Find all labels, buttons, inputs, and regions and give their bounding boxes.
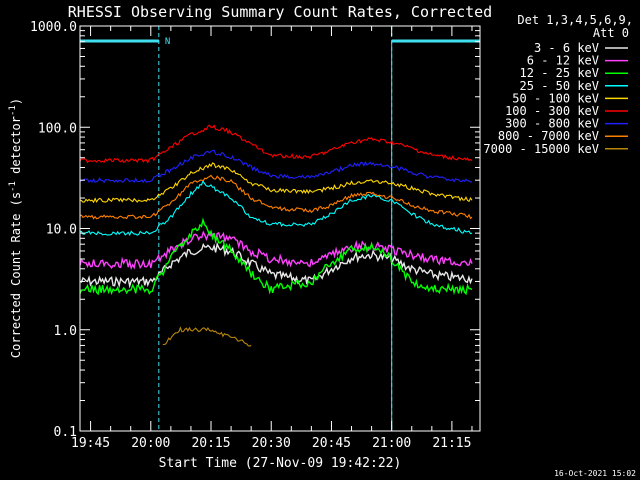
y-axis: 0.1 1.0 10.0 100.0 1000.0: [30, 20, 480, 440]
x-axis-label: Start Time (27-Nov-09 19:42:22): [159, 456, 402, 471]
legend-label: 12 - 25 keV: [520, 66, 599, 80]
legend-label: 300 - 800 keV: [505, 117, 599, 131]
y-axis-label-sup2: -1: [8, 105, 18, 116]
y-tick-label: 100.0: [38, 121, 77, 136]
series-line: [79, 230, 473, 270]
x-tick-label: 20:00: [131, 436, 170, 451]
series-layer: [79, 124, 473, 347]
legend-label: 3 - 6 keV: [534, 41, 599, 55]
x-tick-label: 20:45: [312, 436, 351, 451]
x-tick-label: 20:15: [191, 436, 230, 451]
legend-label: 50 - 100 keV: [512, 91, 599, 105]
x-tick-label: 20:30: [252, 436, 291, 451]
y-axis-label-sup1: -1: [8, 181, 18, 192]
y-tick-label: 0.1: [54, 425, 77, 440]
series-line: [79, 162, 473, 204]
series-line: [79, 174, 473, 220]
y-tick-label: 1.0: [54, 324, 77, 339]
legend-label: 25 - 50 keV: [520, 79, 599, 93]
x-tick-label: 21:15: [432, 436, 471, 451]
series-line: [79, 217, 473, 296]
y-axis-label-part2: detector: [9, 116, 23, 181]
x-tick-label: 21:00: [372, 436, 411, 451]
series-line: [79, 241, 473, 289]
series-line: [79, 149, 473, 184]
legend-header-line1: Det 1,3,4,5,6,9,: [517, 13, 633, 27]
series-line: [162, 326, 252, 347]
chart-title: RHESSI Observing Summary Count Rates, Co…: [68, 3, 492, 21]
x-tick-label: 19:45: [71, 436, 110, 451]
series-line: [79, 124, 473, 164]
y-tick-label: 1000.0: [30, 20, 77, 35]
series-line: [79, 180, 473, 237]
x-axis: 19:45 20:00 20:15 20:30 20:45 21:00 21:15: [71, 26, 473, 451]
night-label: N: [165, 37, 170, 47]
legend-label: 100 - 300 keV: [505, 104, 599, 118]
legend-label: 6 - 12 keV: [527, 54, 599, 68]
y-axis-label-part3: ): [9, 98, 23, 105]
y-axis-label: Corrected Count Rate (s-1 detector-1): [8, 98, 23, 358]
timestamp: 16-Oct-2021 15:02: [554, 469, 636, 478]
legend-label: 800 - 7000 keV: [498, 129, 599, 143]
y-axis-label-part1: Corrected Count Rate (s: [9, 192, 23, 358]
legend-header-line2: Att 0: [593, 26, 629, 40]
y-tick-label: 10.0: [46, 223, 77, 238]
legend-label: 7000 - 15000 keV: [483, 142, 599, 156]
